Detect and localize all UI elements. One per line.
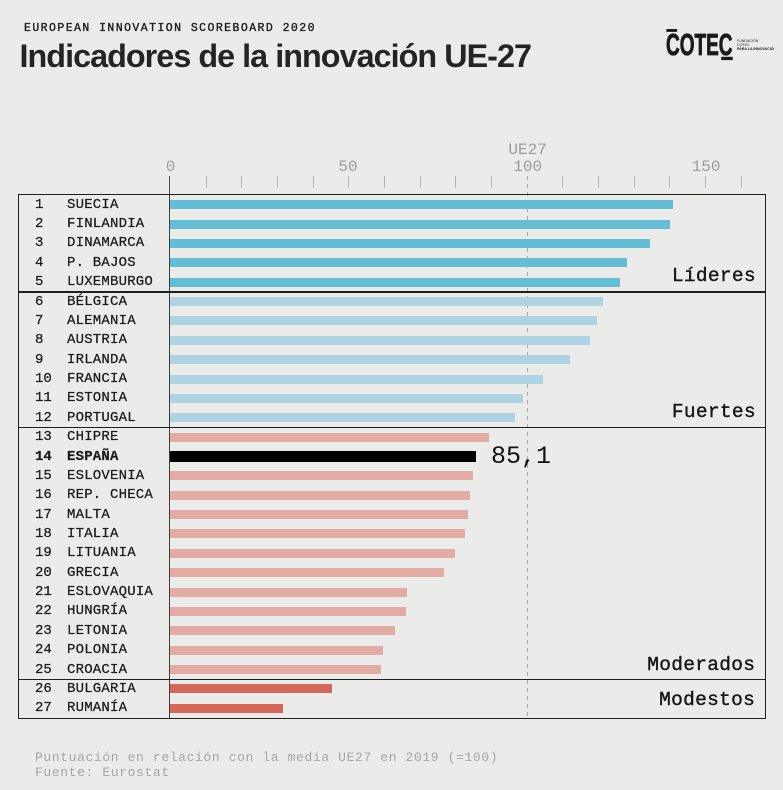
svg-text:COTEC: COTEC: [737, 43, 750, 47]
svg-text:COTEC: COTEC: [666, 28, 733, 62]
svg-text:PARA LA INNOVACIÓN: PARA LA INNOVACIÓN: [737, 46, 774, 51]
svg-text:FUNDACIÓN: FUNDACIÓN: [737, 38, 759, 43]
